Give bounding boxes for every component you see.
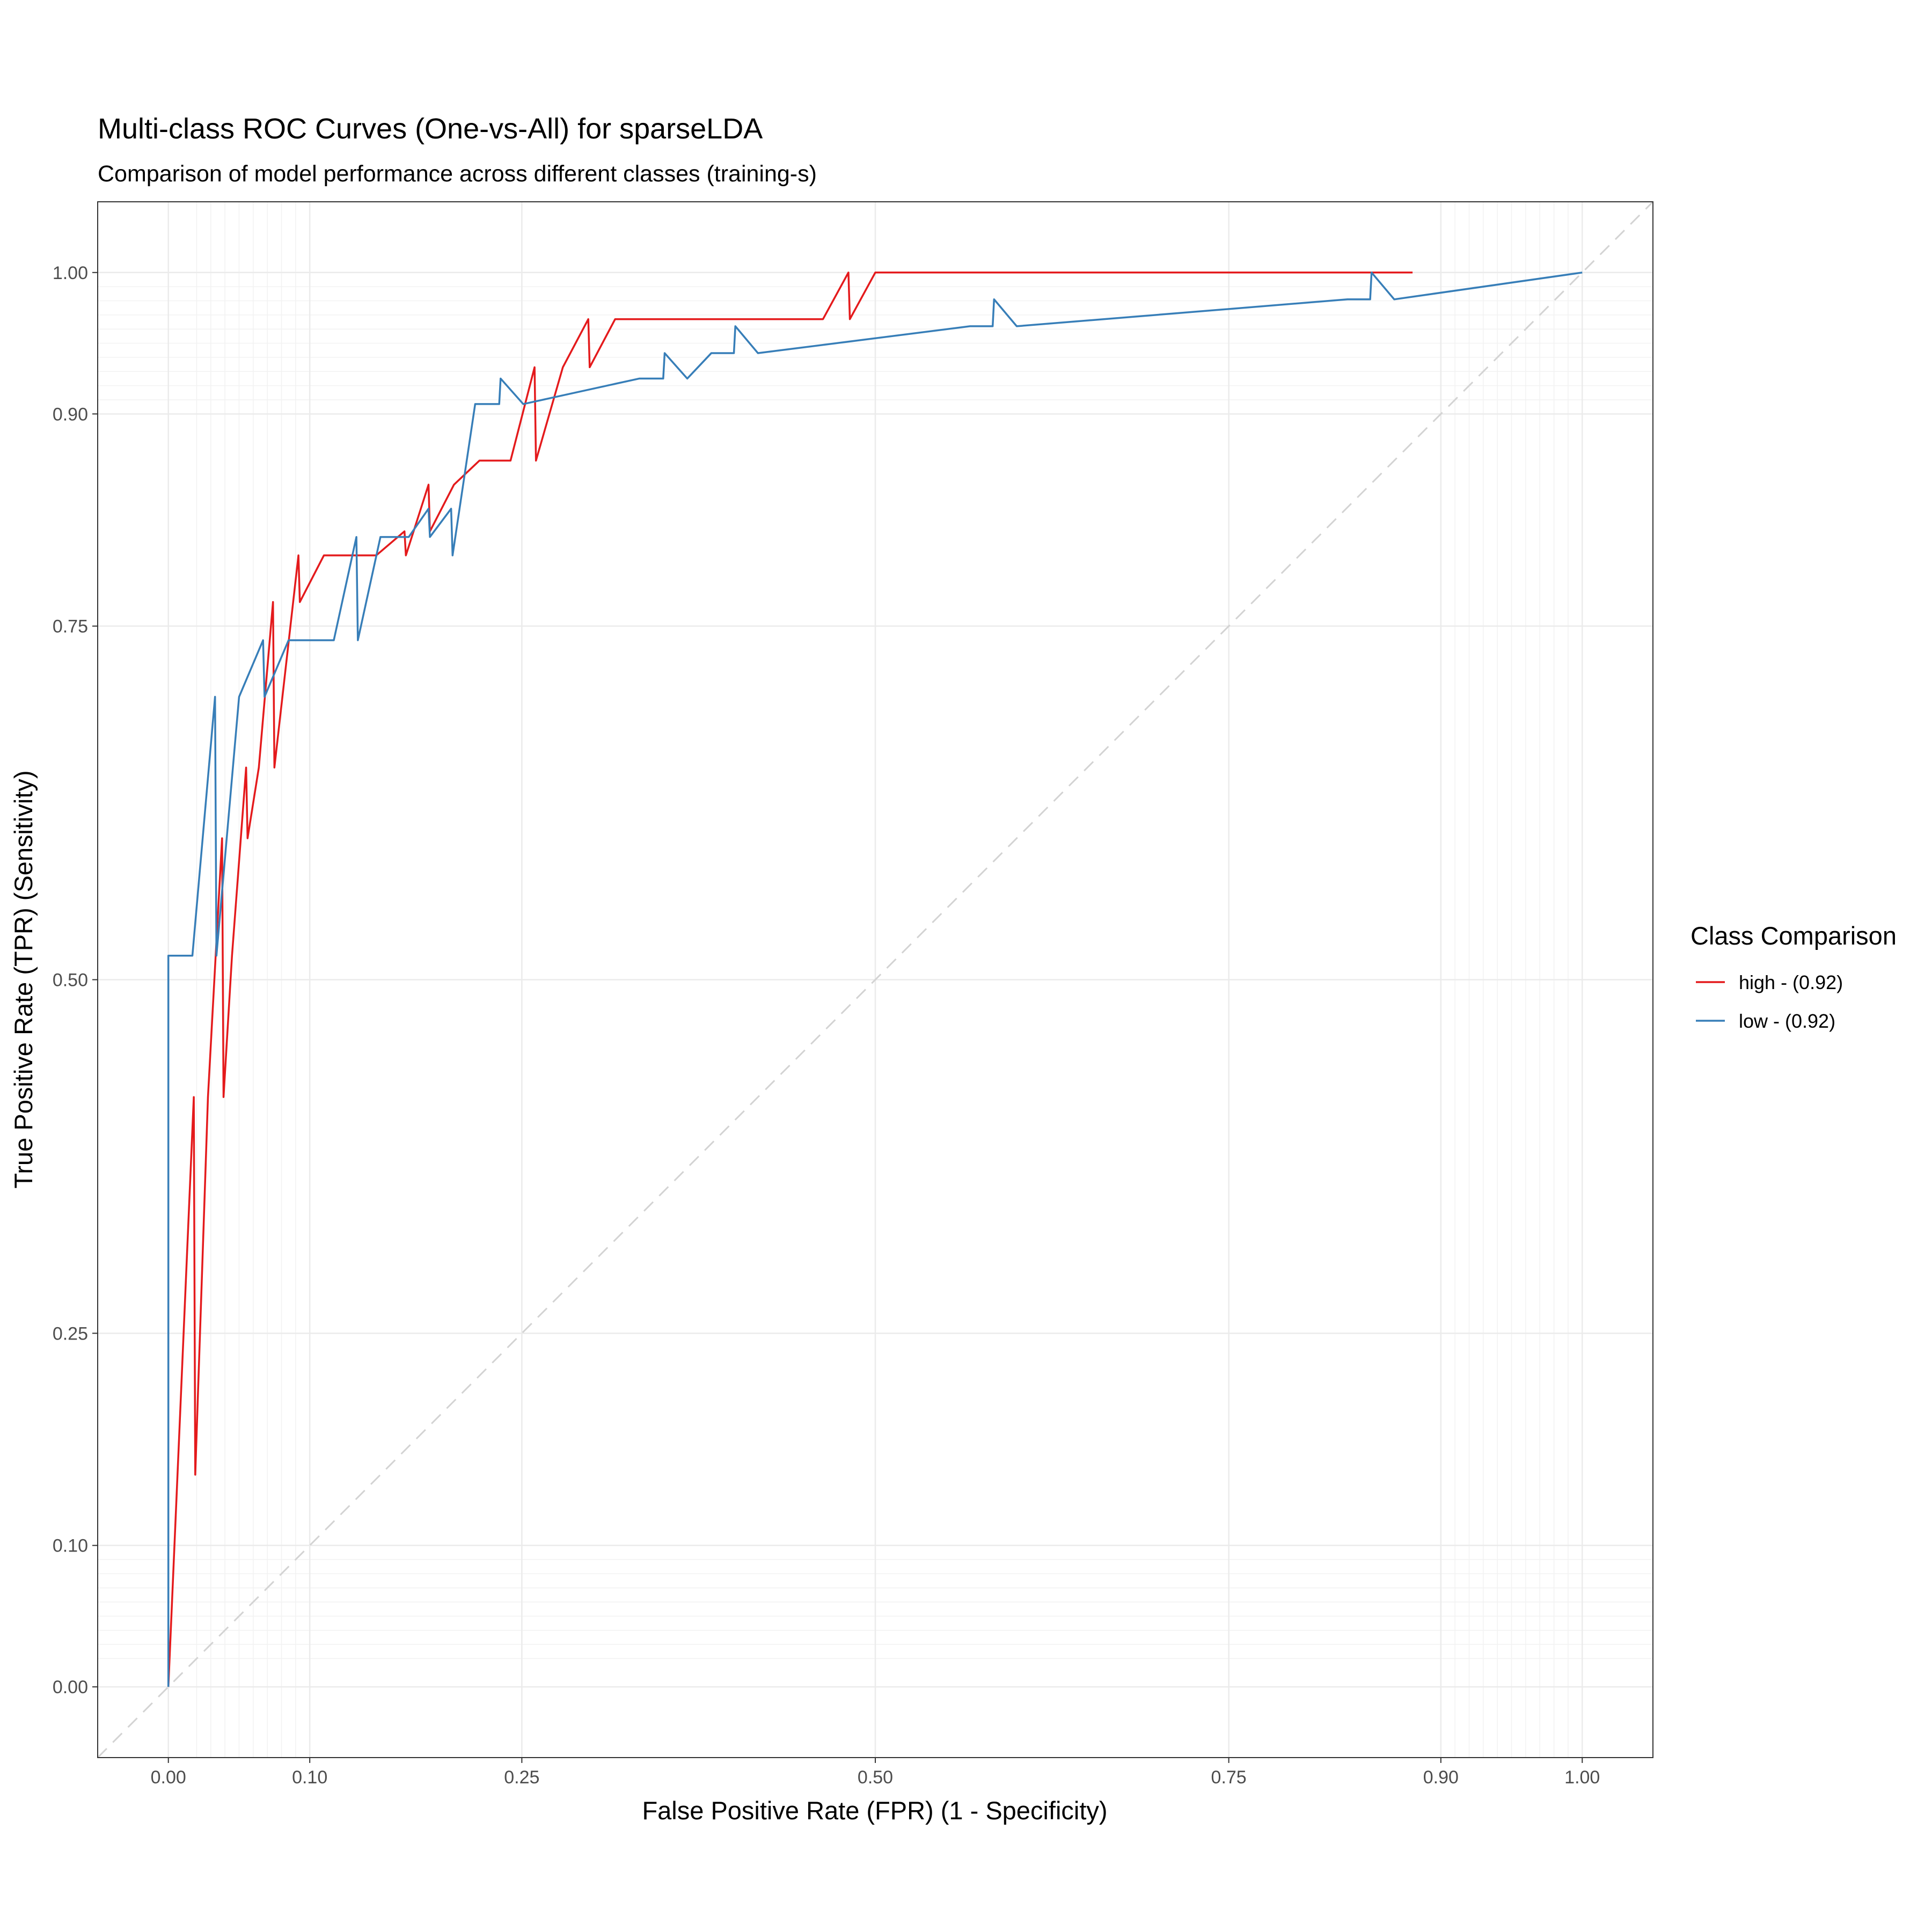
plot-area <box>97 201 1654 1759</box>
legend-label-low: low - (0.92) <box>1739 1010 1835 1032</box>
x-tick-label: 0.50 <box>858 1767 893 1788</box>
y-tick-label: 0.00 <box>53 1677 88 1697</box>
x-axis-title: False Positive Rate (FPR) (1 - Specifici… <box>642 1796 1107 1825</box>
y-axis-title: True Positive Rate (TPR) (Sensitivity) <box>9 770 38 1188</box>
x-axis: 0.00 0.10 0.25 0.50 0.75 0.90 1.00 <box>151 1758 1600 1788</box>
y-tick-label: 0.50 <box>53 970 88 991</box>
chart-title: Multi-class ROC Curves (One-vs-All) for … <box>98 113 763 145</box>
y-tick-label: 1.00 <box>53 263 88 283</box>
x-tick-label: 0.75 <box>1211 1767 1247 1788</box>
y-tick-label: 0.75 <box>53 617 88 637</box>
diagonal-line <box>97 201 1654 1759</box>
y-tick-label: 0.90 <box>53 404 88 425</box>
legend: Class Comparison high - (0.92) low - (0.9… <box>1690 921 1897 1032</box>
legend-label-high: high - (0.92) <box>1739 971 1843 993</box>
legend-title: Class Comparison <box>1690 921 1897 950</box>
x-tick-label: 0.00 <box>151 1767 186 1788</box>
x-tick-label: 0.25 <box>504 1767 539 1788</box>
series-line-low <box>167 272 1583 1687</box>
legend-items: high - (0.92) low - (0.92) <box>1696 971 1843 1032</box>
x-tick-label: 0.10 <box>292 1767 327 1788</box>
y-axis: 0.00 0.10 0.25 0.50 0.75 0.90 1.00 <box>53 263 98 1697</box>
y-tick-label: 0.10 <box>53 1536 88 1556</box>
series-lines <box>167 272 1583 1687</box>
x-tick-label: 1.00 <box>1564 1767 1600 1788</box>
x-tick-label: 0.90 <box>1423 1767 1459 1788</box>
y-tick-label: 0.25 <box>53 1323 88 1344</box>
chart-subtitle: Comparison of model performance across d… <box>98 161 817 187</box>
diagonal-reference <box>97 201 1654 1759</box>
series-line-high <box>167 272 1413 1687</box>
